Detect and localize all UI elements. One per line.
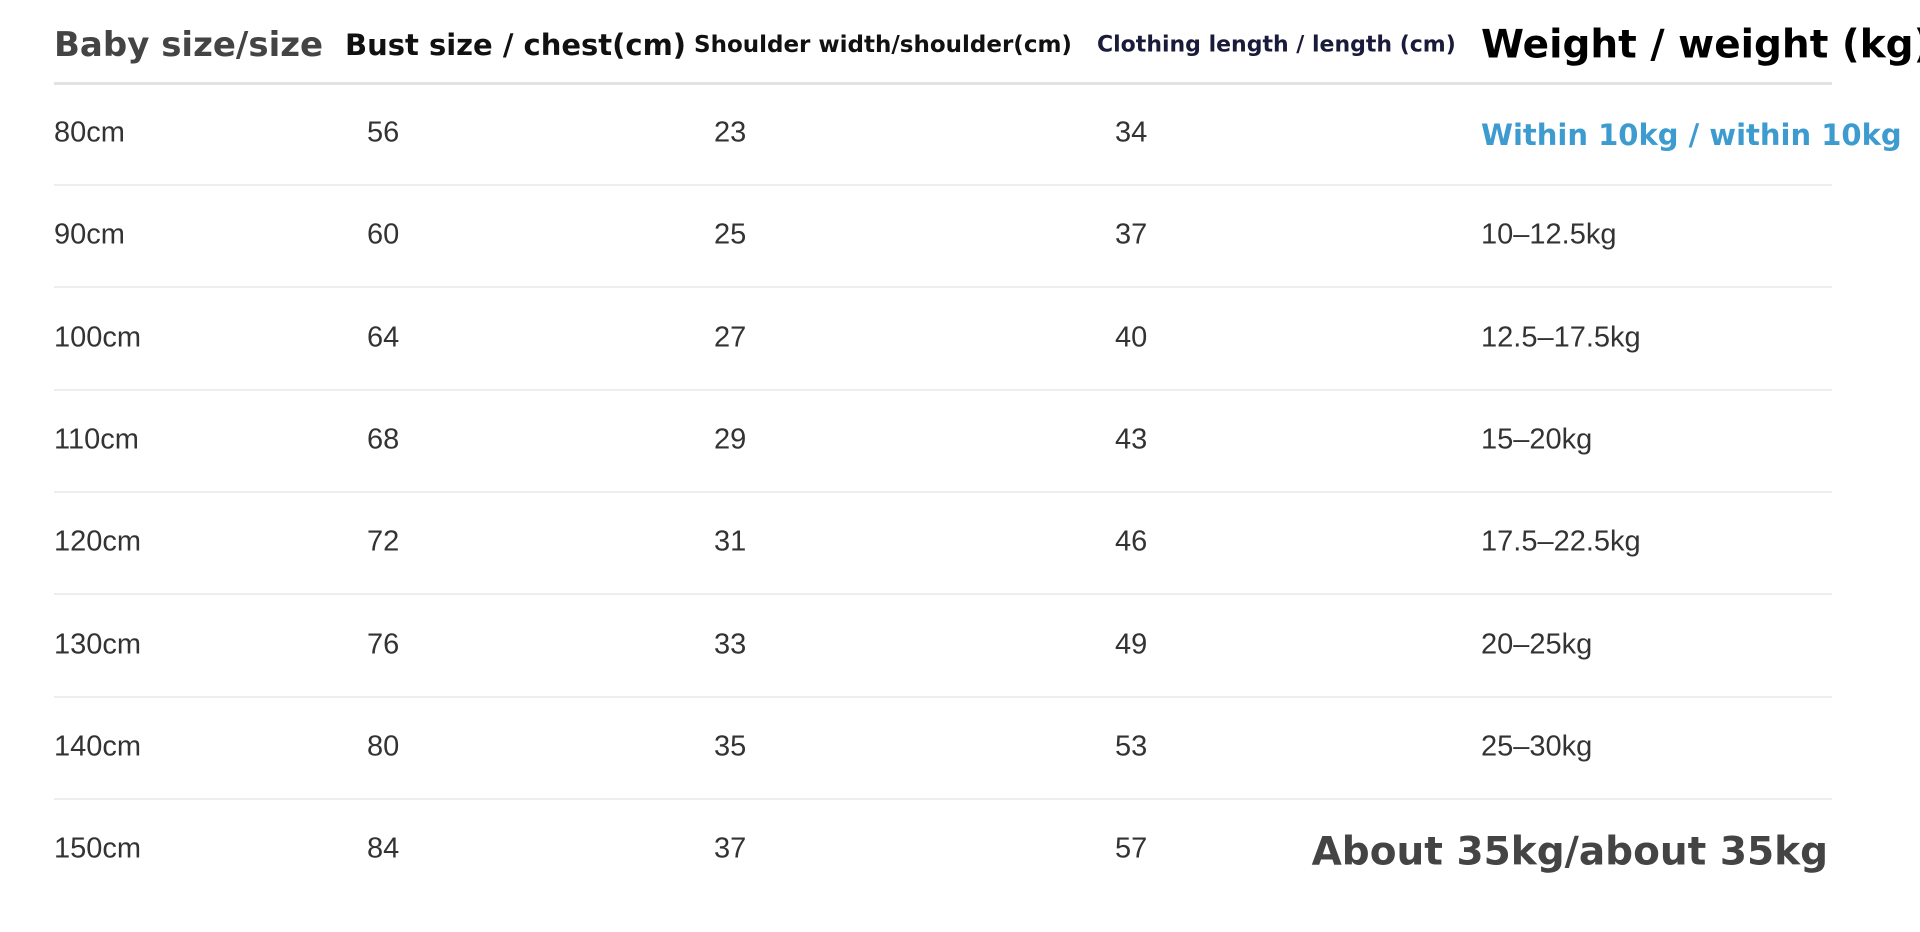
- header-cell: Bust size / chest(cm): [345, 28, 687, 62]
- table-cell: 150cm: [54, 832, 142, 865]
- weight-cell: 10–12.5kg: [1481, 218, 1617, 251]
- row-divider: [54, 695, 1832, 698]
- weight-cell: 17.5–22.5kg: [1481, 525, 1641, 558]
- table-cell: 34: [1115, 116, 1148, 149]
- header-divider: [54, 82, 1832, 85]
- table-cell: 64: [367, 321, 400, 354]
- table-cell: 53: [1115, 730, 1148, 763]
- table-cell: 68: [367, 423, 400, 456]
- table-cell: 37: [714, 832, 747, 865]
- weight-cell: 12.5–17.5kg: [1481, 321, 1641, 354]
- table-cell: 29: [714, 423, 747, 456]
- table-cell: 40: [1115, 321, 1148, 354]
- table-cell: 80: [367, 730, 400, 763]
- table-cell: 56: [367, 116, 400, 149]
- table-cell: 31: [714, 525, 747, 558]
- header-cell: Weight / weight (kg): [1481, 22, 1920, 68]
- table-cell: 60: [367, 218, 400, 251]
- table-cell: 57: [1115, 832, 1148, 865]
- row-divider: [54, 491, 1832, 494]
- row-divider: [54, 388, 1832, 391]
- header-cell: Shoulder width/shoulder(cm): [694, 32, 1072, 58]
- table-cell: 140cm: [54, 730, 142, 763]
- table-cell: 37: [1115, 218, 1148, 251]
- header-cell: Baby size/size: [54, 25, 324, 65]
- table-cell: 90cm: [54, 218, 125, 251]
- weight-cell: About 35kg/about 35kg: [1311, 829, 1828, 875]
- table-cell: 76: [367, 628, 400, 660]
- table-cell: 80cm: [54, 116, 125, 149]
- table-cell: 100cm: [54, 321, 142, 354]
- table-cell: 46: [1115, 525, 1148, 558]
- table-cell: 84: [367, 832, 400, 865]
- table-cell: 43: [1115, 423, 1148, 456]
- table-cell: 33: [714, 628, 747, 660]
- table-cell: 35: [714, 730, 747, 763]
- table-cell: 49: [1115, 628, 1148, 660]
- weight-cell: 20–25kg: [1481, 628, 1593, 660]
- weight-cell: 25–30kg: [1481, 730, 1593, 763]
- table-cell: 72: [367, 525, 400, 558]
- table-cell: 25: [714, 218, 747, 251]
- row-divider: [54, 184, 1832, 187]
- table-cell: 120cm: [54, 525, 142, 558]
- table-cell: 23: [714, 116, 747, 149]
- header-cell: Clothing length / length (cm): [1097, 32, 1456, 58]
- row-divider: [54, 593, 1832, 596]
- weight-cell: Within 10kg / within 10kg: [1481, 118, 1902, 152]
- weight-cell: 15–20kg: [1481, 423, 1593, 456]
- row-divider: [54, 797, 1832, 800]
- row-divider: [54, 286, 1832, 289]
- table-cell: 27: [714, 321, 747, 354]
- table-cell: 130cm: [54, 628, 142, 660]
- table-cell: 110cm: [54, 423, 139, 456]
